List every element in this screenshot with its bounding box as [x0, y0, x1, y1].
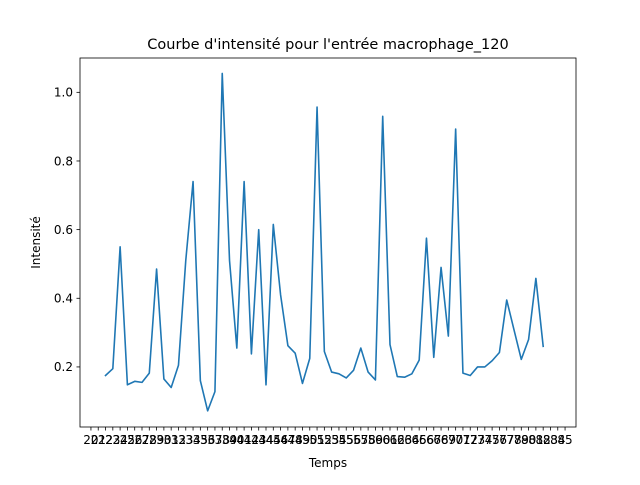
x-tick-label: 71: [455, 433, 470, 447]
y-axis-ticks: 0.2 0.4 0.6 0.8 1.0: [54, 86, 80, 374]
x-tick-label: 27: [134, 433, 149, 447]
x-tick-label: 82: [536, 433, 551, 447]
x-tick-label: 79: [514, 433, 529, 447]
plot-area: [80, 58, 576, 427]
y-axis-label: Intensité: [29, 216, 43, 269]
x-tick-label: 56: [346, 433, 361, 447]
y-tick-label: 0.6: [54, 223, 73, 237]
x-tick-label: 48: [288, 433, 303, 447]
x-tick-label: 40: [229, 433, 244, 447]
x-tick-label: 76: [492, 433, 507, 447]
x-tick-label: 51: [309, 433, 324, 447]
x-tick-label: 47: [280, 433, 295, 447]
x-tick-label: 81: [528, 433, 543, 447]
x-tick-label: 68: [433, 433, 448, 447]
x-tick-label: 80: [521, 433, 536, 447]
x-tick-label: 70: [448, 433, 463, 447]
x-tick-label: 66: [419, 433, 434, 447]
x-tick-label: 45: [266, 433, 281, 447]
y-tick-label: 1.0: [54, 86, 73, 100]
x-tick-label: 60: [375, 433, 390, 447]
x-tick-label: 46: [273, 433, 288, 447]
x-tick-label: 30: [156, 433, 171, 447]
y-tick-label: 0.8: [54, 154, 73, 168]
x-tick-label: 31: [164, 433, 179, 447]
x-tick-label: 84: [550, 433, 565, 447]
x-tick-label: 24: [112, 433, 127, 447]
x-tick-label: 74: [477, 433, 492, 447]
x-tick-label: 42: [244, 433, 259, 447]
x-tick-label: 58: [360, 433, 375, 447]
x-tick-label: 50: [302, 433, 317, 447]
x-tick-label: 43: [251, 433, 266, 447]
chart-title: Courbe d'intensité pour l'entrée macroph…: [147, 37, 508, 53]
x-tick-label: 78: [506, 433, 521, 447]
x-tick-label: 55: [339, 433, 354, 447]
x-tick-label: 85: [557, 433, 572, 447]
x-axis-ticks: 2021222324252627282930313233343536373839…: [83, 427, 573, 447]
x-tick-label: 83: [543, 433, 558, 447]
x-tick-label: 65: [412, 433, 427, 447]
x-tick-label: 34: [185, 433, 200, 447]
x-tick-label: 69: [441, 433, 456, 447]
y-tick-label: 0.4: [54, 292, 73, 306]
x-tick-label: 62: [390, 433, 405, 447]
x-tick-label: 54: [331, 433, 346, 447]
x-tick-label: 73: [470, 433, 485, 447]
x-tick-label: 49: [295, 433, 310, 447]
x-tick-label: 33: [178, 433, 193, 447]
x-tick-label: 38: [215, 433, 230, 447]
x-tick-label: 64: [404, 433, 419, 447]
x-tick-label: 25: [120, 433, 135, 447]
x-tick-label: 29: [149, 433, 164, 447]
x-tick-label: 67: [426, 433, 441, 447]
x-tick-label: 75: [484, 433, 499, 447]
x-tick-label: 57: [353, 433, 368, 447]
x-tick-label: 22: [98, 433, 113, 447]
plot-frame: [79, 57, 577, 428]
x-tick-label: 59: [368, 433, 383, 447]
y-tick-label: 0.2: [54, 360, 73, 374]
x-tick-label: 23: [105, 433, 120, 447]
x-tick-label: 28: [142, 433, 157, 447]
x-tick-label: 77: [499, 433, 514, 447]
x-tick-label: 52: [317, 433, 332, 447]
x-tick-label: 44: [258, 433, 273, 447]
x-tick-label: 36: [200, 433, 215, 447]
x-tick-label: 61: [382, 433, 397, 447]
series-line: [104, 72, 545, 412]
x-tick-label: 32: [171, 433, 186, 447]
x-tick-label: 37: [207, 433, 222, 447]
x-tick-label: 63: [397, 433, 412, 447]
x-tick-label: 53: [324, 433, 339, 447]
x-tick-label: 72: [463, 433, 478, 447]
x-tick-label: 41: [236, 433, 251, 447]
series-layer: [104, 72, 545, 412]
x-tick-label: 21: [91, 433, 106, 447]
x-tick-label: 20: [83, 433, 98, 447]
x-axis-label: Temps: [308, 456, 347, 470]
x-tick-label: 39: [222, 433, 237, 447]
x-tick-label: 26: [127, 433, 142, 447]
x-tick-label: 35: [193, 433, 208, 447]
